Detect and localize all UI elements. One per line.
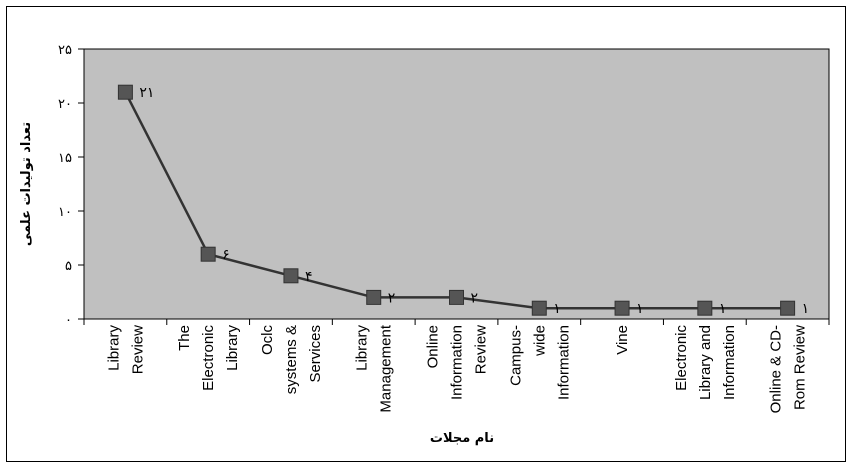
category-label-line: Information	[449, 325, 466, 400]
data-label: ۱	[636, 301, 644, 317]
category-label: The Electronic Library	[176, 325, 241, 391]
y-tick-label: ۱۰	[58, 205, 72, 220]
data-point-marker	[200, 246, 216, 262]
category-label: Campus-wide Information	[507, 325, 572, 400]
category-label: Library Review	[105, 325, 146, 375]
y-axis-title: تعداد تولیدات علمی	[19, 122, 34, 246]
category-label: Online Information Review	[425, 325, 490, 400]
y-tick-label: ۰	[65, 313, 72, 328]
data-label: ۲۱	[139, 85, 154, 101]
category-label: Electronic Library and Information	[673, 325, 738, 401]
data-point-marker	[614, 300, 630, 316]
category-label-line: Campus-	[507, 325, 524, 386]
y-tick-label: ۲۰	[58, 97, 72, 112]
data-point-marker	[449, 289, 464, 305]
y-tick-label: ۱۵	[58, 151, 72, 166]
y-tick-label: ۲۵	[58, 43, 72, 58]
data-label: ۴	[305, 269, 313, 285]
category-label: Online & CD- Rom Review	[768, 325, 809, 414]
category-label-line: Management	[378, 324, 395, 412]
category-label-line: Library	[224, 325, 241, 371]
category-label-line: systems &	[283, 325, 300, 394]
y-tick-label: ۵	[65, 259, 72, 274]
y-ticks: ۰ ۵ ۱۰ ۱۵ ۲۰ ۲۵	[58, 43, 84, 328]
category-label-line: Library	[354, 325, 371, 371]
category-label-line: Online & CD-	[768, 325, 785, 413]
x-axis-title: نام مجلات	[430, 431, 494, 446]
data-point-marker	[697, 300, 713, 316]
category-label-line: Library	[105, 325, 122, 371]
category-label: Library Management	[354, 324, 395, 412]
category-label-line: Oclc	[259, 325, 276, 356]
category-label-line: Library and	[697, 325, 714, 400]
category-label-line: Vine	[614, 325, 631, 355]
category-labels: Library Review The Electronic Library Oclc sys…	[105, 324, 808, 413]
x-ticks	[83, 319, 830, 325]
data-point-marker	[366, 289, 382, 305]
data-point-marker	[283, 268, 299, 284]
data-label: ۱	[553, 301, 561, 317]
category-label-line: Online	[425, 325, 442, 368]
category-label-line: Rom Review	[792, 325, 809, 410]
category-label: Vine	[614, 325, 631, 355]
data-point-marker	[117, 84, 133, 100]
category-label: Oclc systems & Services	[259, 325, 324, 395]
category-label-line: Information	[555, 325, 572, 400]
data-point-marker	[531, 300, 547, 316]
category-label-line: Review	[129, 325, 146, 374]
category-label-line: Review	[473, 325, 490, 374]
data-label: ۱	[719, 301, 727, 317]
category-label-line: wide	[531, 325, 548, 357]
plot-area	[83, 48, 830, 320]
category-label-line: The	[176, 325, 193, 351]
data-label: ۱	[802, 301, 810, 317]
category-label-line: Information	[721, 325, 738, 400]
data-label: ۲	[388, 290, 396, 306]
category-label-line: Services	[307, 325, 324, 383]
category-label-line: Electronic	[673, 325, 690, 391]
markers	[117, 84, 796, 316]
data-label: ۲	[471, 290, 479, 306]
data-label: ۶	[222, 247, 230, 263]
data-point-marker	[780, 300, 796, 316]
category-label-line: Electronic	[200, 325, 217, 391]
